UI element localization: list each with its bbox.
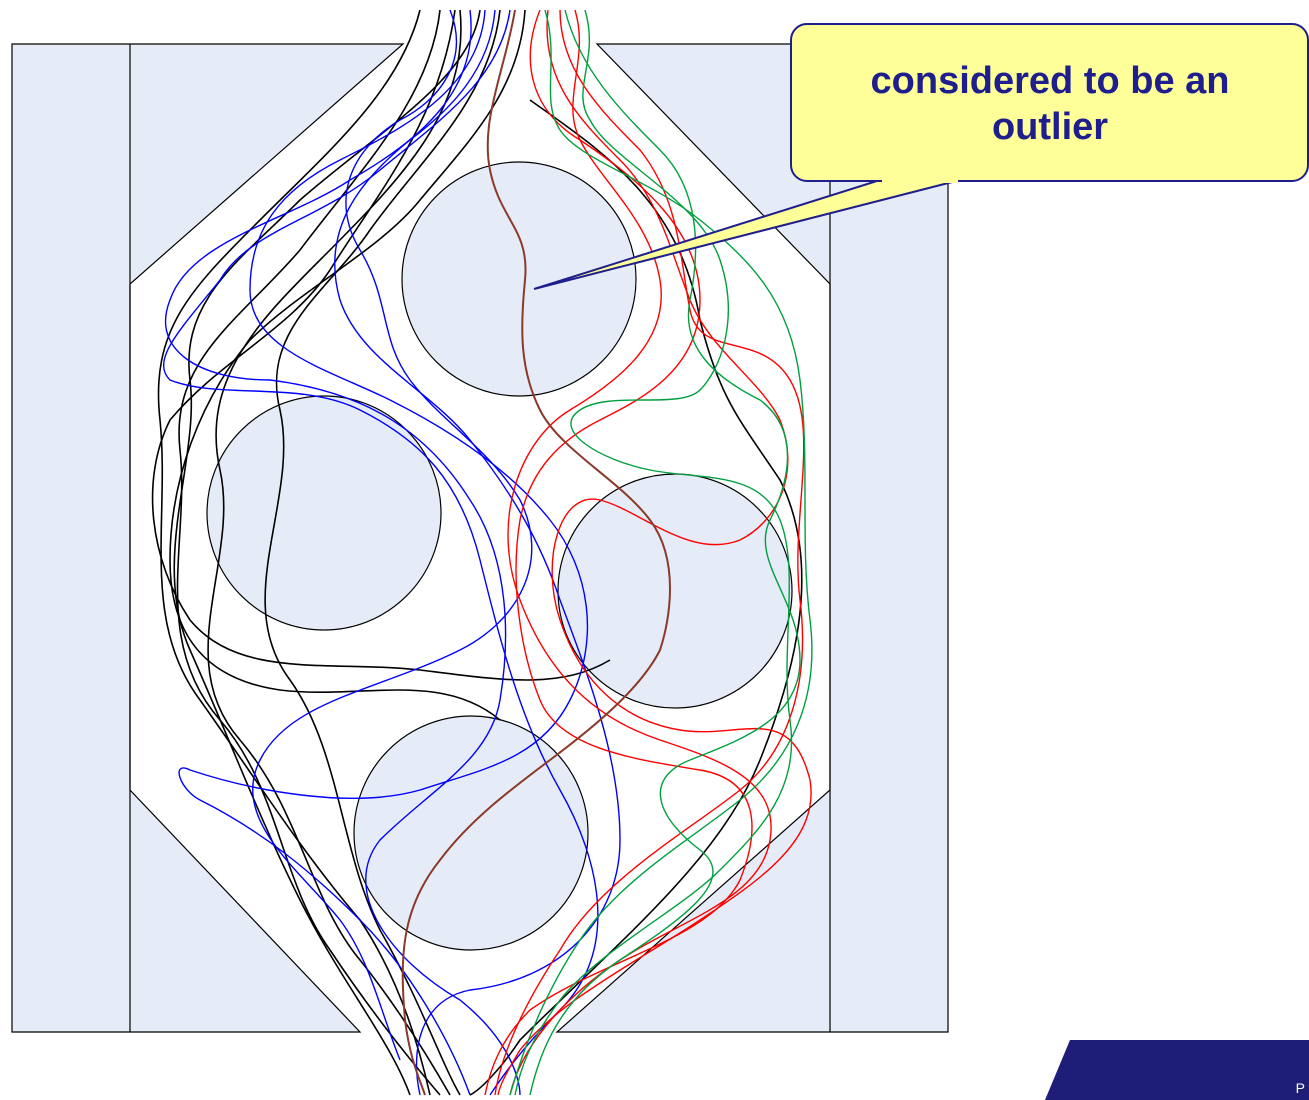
blue-path-2 bbox=[164, 9, 521, 1096]
red-paths bbox=[484, 9, 812, 1096]
blue-path-1 bbox=[163, 9, 599, 1096]
circle-bottom bbox=[353, 715, 589, 951]
black-path-2 bbox=[176, 9, 441, 1096]
circle-left bbox=[206, 395, 442, 631]
callout-line-2: outlier bbox=[991, 106, 1109, 149]
outlier-path bbox=[401, 9, 671, 1096]
outlier-callout bbox=[533, 23, 1309, 290]
green-paths bbox=[509, 9, 813, 1096]
blue-path-3 bbox=[334, 9, 621, 1096]
circle-obstacles bbox=[206, 161, 793, 951]
red-path-2 bbox=[494, 9, 805, 1096]
black-path-6 bbox=[169, 9, 526, 721]
callout-line-1: considered to be an bbox=[870, 60, 1230, 102]
callout-text: considered to be an outlier bbox=[806, 58, 1294, 151]
circle-top bbox=[401, 161, 637, 397]
red-path-4 bbox=[497, 9, 812, 1096]
green-path-3 bbox=[514, 9, 793, 1096]
blue-path-5 bbox=[178, 9, 589, 1096]
black-path-7 bbox=[151, 9, 611, 681]
circle-right bbox=[557, 473, 793, 709]
black-path-5 bbox=[264, 9, 501, 1096]
blue-paths bbox=[163, 9, 621, 1096]
footer-band bbox=[1045, 1040, 1309, 1100]
callout-box bbox=[790, 23, 1309, 182]
footer-letter: P bbox=[1295, 1080, 1305, 1096]
black-path-3 bbox=[207, 9, 462, 1096]
black-path-4 bbox=[173, 9, 481, 1096]
red-path-3 bbox=[507, 9, 772, 1096]
blue-path-4 bbox=[252, 9, 533, 1061]
green-path-1 bbox=[509, 9, 813, 1096]
